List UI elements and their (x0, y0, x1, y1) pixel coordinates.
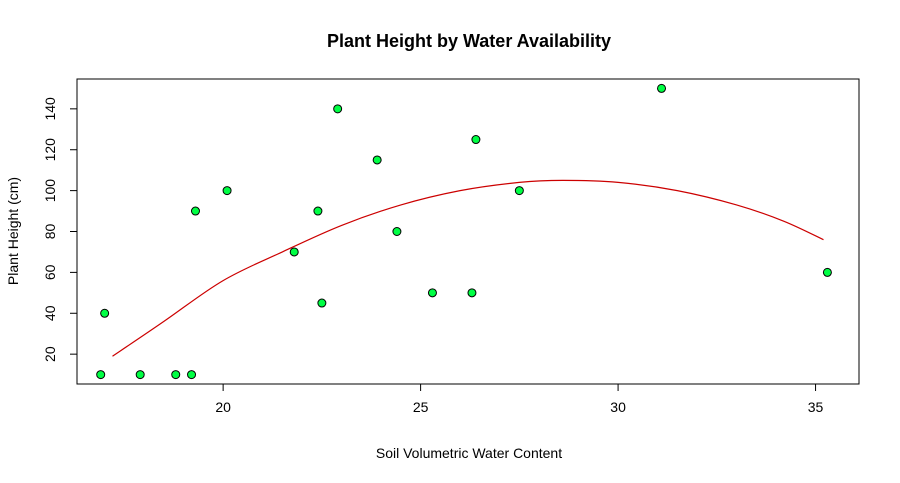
data-point (171, 370, 181, 380)
data-point (96, 370, 106, 380)
data-point (514, 186, 524, 196)
y-axis: 20 40 60 80 100 120 140 (42, 97, 78, 362)
data-point (289, 247, 299, 257)
data-point (392, 227, 402, 236)
y-tick-label: 20 (42, 346, 58, 362)
x-axis-label: Soil Volumetric Water Content (376, 445, 562, 461)
y-tick-label: 60 (42, 264, 58, 280)
data-points (96, 83, 832, 380)
data-point (187, 370, 197, 380)
data-point (657, 83, 667, 93)
data-point (822, 267, 832, 277)
fit-curve (112, 179, 824, 357)
data-point (313, 206, 323, 216)
y-tick-label: 100 (42, 179, 58, 203)
chart-title: Plant Height by Water Availability (327, 31, 611, 51)
x-tick-label: 30 (610, 399, 626, 415)
y-tick-label: 80 (42, 224, 58, 240)
data-point (427, 288, 437, 298)
data-point (317, 298, 327, 308)
data-point (467, 288, 477, 298)
data-point (190, 206, 200, 216)
data-point (372, 155, 382, 165)
y-tick-label: 40 (42, 305, 58, 321)
data-point (222, 186, 232, 196)
x-tick-label: 35 (808, 399, 824, 415)
data-point (135, 370, 145, 380)
data-point (100, 308, 110, 318)
x-tick-label: 20 (215, 399, 231, 415)
data-point (333, 104, 343, 114)
y-axis-label: Plant Height (cm) (5, 177, 21, 285)
plot-area (76, 78, 860, 385)
x-axis: 20 25 30 35 (215, 383, 824, 415)
y-tick-label: 140 (42, 97, 58, 121)
x-tick-label: 25 (413, 399, 429, 415)
data-point (471, 135, 481, 145)
y-tick-label: 120 (42, 138, 58, 162)
